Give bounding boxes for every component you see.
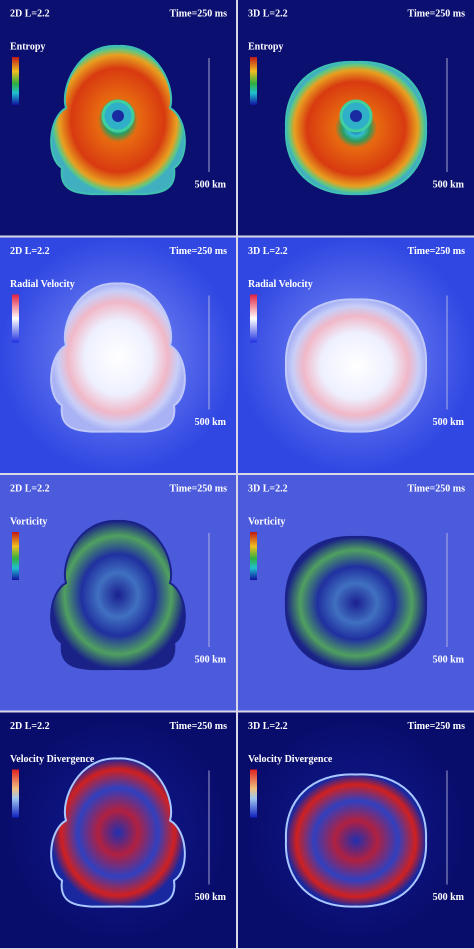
scale-label: 500 km bbox=[195, 417, 227, 428]
quantity-label: Velocity Divergence bbox=[248, 754, 333, 765]
panel: 3D L=2.2 Time=250 ms Entropy 500 km bbox=[238, 0, 474, 236]
panel: 2D L=2.2 Time=250 ms Radial Velocity 500 km bbox=[0, 237, 236, 473]
panel: 3D L=2.2 Time=250 ms Velocity Divergence 50… bbox=[238, 712, 474, 948]
quantity-label: Entropy bbox=[248, 41, 283, 52]
colorbar bbox=[250, 57, 257, 105]
panel: 3D L=2.2 Time=250 ms Radial Velocity 500 km bbox=[238, 237, 474, 473]
scale-label: 500 km bbox=[433, 892, 465, 903]
time-label: Time=250 ms bbox=[170, 483, 228, 494]
scale-label: 500 km bbox=[195, 179, 227, 190]
time-label: Time=250 ms bbox=[170, 721, 228, 732]
dimension-label: 2D L=2.2 bbox=[10, 721, 50, 732]
colorbar bbox=[12, 769, 19, 818]
core bbox=[112, 110, 124, 122]
dimension-label: 3D L=2.2 bbox=[248, 246, 288, 257]
scale-label: 500 km bbox=[195, 654, 227, 665]
panel: 2D L=2.2 Time=250 ms Entropy 500 km bbox=[0, 0, 236, 236]
scale-label: 500 km bbox=[433, 417, 465, 428]
panel: 2D L=2.2 Time=250 ms Vorticity 500 km bbox=[0, 475, 236, 711]
colorbar bbox=[12, 57, 19, 105]
simulation-blob bbox=[284, 535, 428, 671]
simulation-blob bbox=[50, 757, 186, 908]
time-label: Time=250 ms bbox=[170, 8, 228, 19]
time-label: Time=250 ms bbox=[408, 483, 466, 494]
simulation-blob bbox=[284, 773, 428, 908]
panel: 2D L=2.2 Time=250 ms Velocity Divergence 50… bbox=[0, 712, 236, 948]
quantity-label: Velocity Divergence bbox=[10, 754, 95, 765]
colorbar bbox=[12, 294, 19, 343]
dimension-label: 2D L=2.2 bbox=[10, 246, 50, 257]
scale-label: 500 km bbox=[433, 179, 465, 190]
simulation-blob bbox=[50, 282, 186, 433]
time-label: Time=250 ms bbox=[170, 246, 228, 257]
quantity-label: Vorticity bbox=[248, 516, 285, 527]
colorbar bbox=[12, 532, 19, 580]
core bbox=[350, 110, 362, 122]
time-label: Time=250 ms bbox=[408, 8, 466, 19]
dimension-label: 3D L=2.2 bbox=[248, 8, 288, 19]
time-label: Time=250 ms bbox=[408, 246, 466, 257]
colorbar bbox=[250, 769, 257, 818]
scale-label: 500 km bbox=[195, 892, 227, 903]
colorbar bbox=[250, 532, 257, 580]
dimension-label: 2D L=2.2 bbox=[10, 483, 50, 494]
dimension-label: 3D L=2.2 bbox=[248, 483, 288, 494]
quantity-label: Vorticity bbox=[10, 516, 47, 527]
dimension-label: 2D L=2.2 bbox=[10, 8, 50, 19]
quantity-label: Radial Velocity bbox=[10, 279, 75, 290]
dimension-label: 3D L=2.2 bbox=[248, 721, 288, 732]
simulation-blob bbox=[284, 298, 428, 433]
panel: 3D L=2.2 Time=250 ms Vorticity 500 km bbox=[238, 475, 474, 711]
time-label: Time=250 ms bbox=[408, 721, 466, 732]
simulation-blob bbox=[50, 519, 186, 671]
quantity-label: Radial Velocity bbox=[248, 279, 313, 290]
quantity-label: Entropy bbox=[10, 41, 45, 52]
colorbar bbox=[250, 294, 257, 343]
scale-label: 500 km bbox=[433, 654, 465, 665]
